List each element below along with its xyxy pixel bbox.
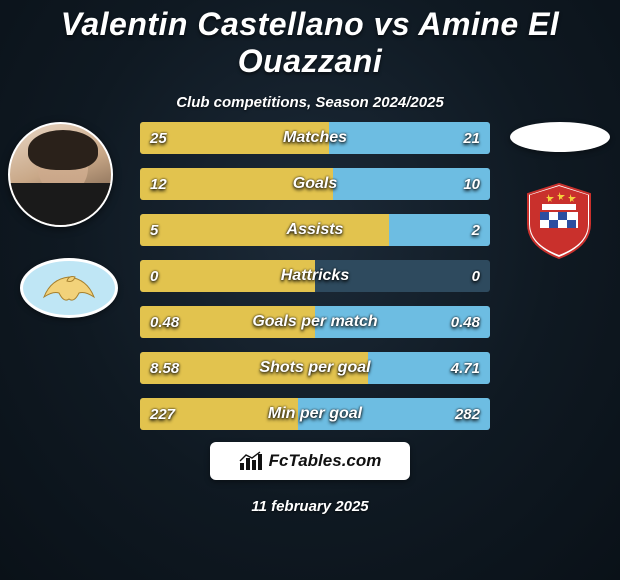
club-badge-left [20,258,118,318]
bar-fill-left [140,214,389,246]
stat-value-left: 5 [150,214,158,246]
player-avatar-left [8,122,113,227]
stat-value-right: 4.71 [451,352,480,384]
stat-value-right: 10 [463,168,480,200]
stat-value-left: 0 [150,260,158,292]
stat-value-right: 2 [472,214,480,246]
bar-fill-left [140,122,329,154]
eagle-icon [39,269,99,307]
bar-fill-left [140,168,333,200]
stat-value-right: 0.48 [451,306,480,338]
stat-row: 0.480.48Goals per match [140,306,490,338]
player-avatar-right [510,122,610,152]
stat-value-left: 8.58 [150,352,179,384]
stat-row: 52Assists [140,214,490,246]
stat-value-right: 282 [455,398,480,430]
site-name: FcTables.com [269,451,382,471]
site-logo-plate: FcTables.com [210,442,410,480]
page-title: Valentin Castellano vs Amine El Ouazzani [0,0,620,80]
footer-date: 11 february 2025 [0,498,620,515]
stat-value-right: 0 [472,260,480,292]
stat-value-left: 0.48 [150,306,179,338]
stat-value-left: 12 [150,168,167,200]
stat-row: 227282Min per goal [140,398,490,430]
stat-row: 00Hattricks [140,260,490,292]
stat-row: 1210Goals [140,168,490,200]
page-subtitle: Club competitions, Season 2024/2025 [0,94,620,111]
chart-icon [239,451,263,471]
club-badge-right [518,180,600,262]
comparison-bars: 2521Matches1210Goals52Assists00Hattricks… [140,122,490,444]
stat-value-left: 227 [150,398,175,430]
stat-row: 2521Matches [140,122,490,154]
bar-fill-left [140,260,315,292]
stat-row: 8.584.71Shots per goal [140,352,490,384]
stat-value-right: 21 [463,122,480,154]
stat-value-left: 25 [150,122,167,154]
